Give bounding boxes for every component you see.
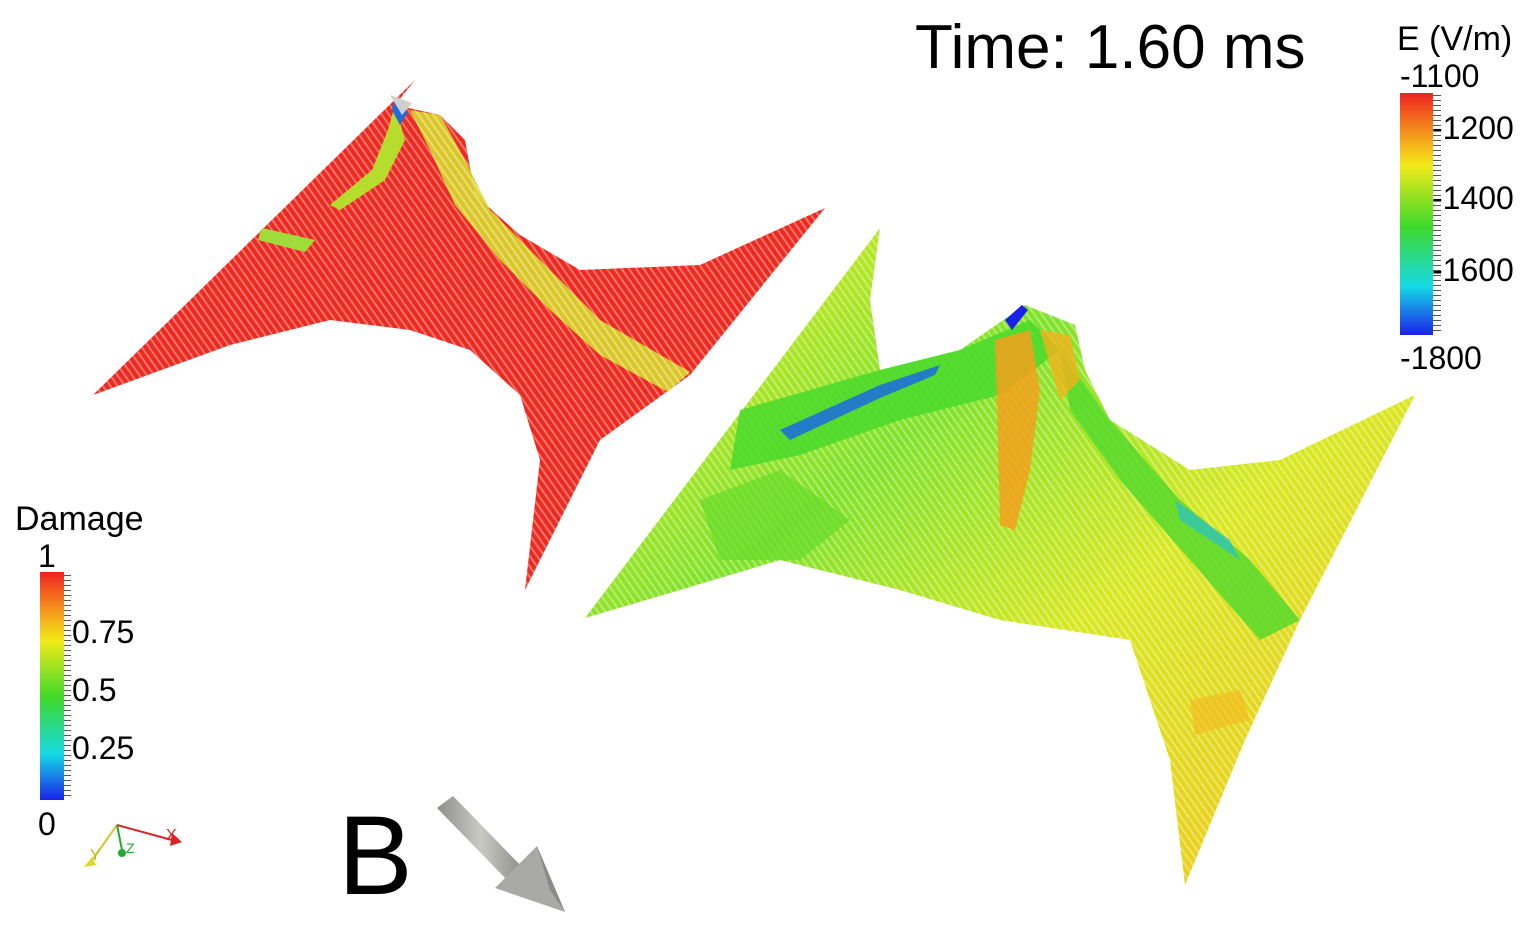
e-colorbar-tick: -1200 bbox=[1432, 110, 1514, 146]
orientation-axes-widget: X Y Z bbox=[84, 824, 182, 867]
damage-colorbar-max: 1 bbox=[38, 538, 56, 574]
damage-colorbar-bar bbox=[40, 572, 71, 800]
e-colorbar-tick: -1400 bbox=[1432, 180, 1514, 216]
damage-colorbar-min: 0 bbox=[38, 806, 56, 842]
time-label: Time: 1.60 ms bbox=[915, 13, 1306, 82]
direction-arrow-icon bbox=[437, 796, 565, 912]
damage-mesh bbox=[93, 80, 825, 590]
e-colorbar-title: E (V/m) bbox=[1397, 20, 1513, 58]
e-colorbar-tick: -1600 bbox=[1432, 252, 1514, 288]
efield-mesh bbox=[585, 228, 1415, 885]
panel-label: B bbox=[338, 793, 413, 918]
e-colorbar-max: -1100 bbox=[1400, 58, 1480, 94]
axis-x-label: X bbox=[166, 827, 177, 844]
damage-colorbar-tick: 0.75 bbox=[72, 614, 135, 650]
e-colorbar-min: -1800 bbox=[1400, 340, 1482, 376]
axis-y-label: Y bbox=[90, 847, 101, 864]
e-colorbar-bar bbox=[1400, 93, 1441, 335]
axis-z-label: Z bbox=[126, 840, 135, 856]
damage-colorbar-title: Damage bbox=[15, 500, 144, 538]
damage-colorbar-tick: 0.5 bbox=[72, 672, 117, 708]
damage-colorbar-tick: 0.25 bbox=[72, 730, 135, 766]
